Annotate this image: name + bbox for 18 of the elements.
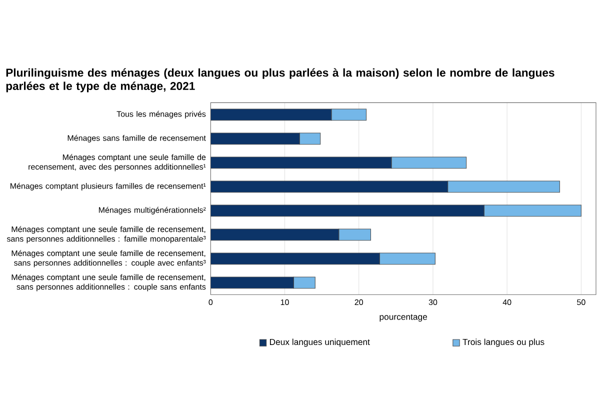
chart-title: Plurilinguisme des ménages (deux langues ou plus parlées à la maison) selon le nombre de langues parlées et le type de ménage, 2021 [6,68,554,92]
y-tick-label: Ménages sans famille de recensement [68,134,206,142]
x-axis-title: pourcentage [380,314,428,322]
y-tick-label: Ménages multigénérationnels² [98,206,206,214]
y-tick-label: Ménages comptant une seule famille de recensement, sans personnes additionnelles : famille monoparentale³ [6,226,206,244]
y-tick-label: Tous les ménages privés [116,110,206,118]
x-tick-label: 40 [502,299,512,306]
y-tick-label: Ménages comptant une seule famille de recensement, avec des personnes additionnelles¹ [28,154,206,172]
x-tick-label: 20 [354,299,364,306]
legend-label: Trois langues ou plus [462,338,544,347]
x-tick-label: 10 [280,299,289,306]
x-tick-label: 30 [428,299,438,306]
y-tick-label: Ménages comptant plusieurs familles de recensement¹ [10,182,206,190]
x-tick-label: 50 [577,299,586,306]
y-tick-label: Ménages comptant une seule famille de recensement, sans personnes additionnelles : couple avec enfants³ [12,250,206,268]
y-tick-label: Ménages comptant une seule famille de recensement, sans personnes additionnelles : couple sans enfants [12,274,206,292]
x-tick-label: 0 [208,299,213,306]
legend-label: Deux langues uniquement [270,338,370,347]
